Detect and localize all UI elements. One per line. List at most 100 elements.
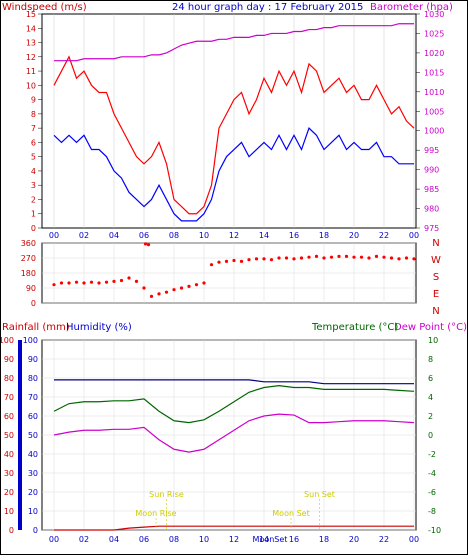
temperature-label: Temperature (°C) [311,322,398,333]
direction-point [382,255,386,259]
baro-tick-label: 1000 [424,127,444,136]
wind-x-tick-label: 06 [139,231,149,240]
direction-point [404,256,409,260]
wind-tick-label: 7 [31,124,36,133]
humidity-tick-label: 90 [28,355,38,364]
humidity-tick-label: 80 [28,374,38,383]
lower-series [53,379,415,531]
direction-point [247,258,251,262]
rain-tick-label: 70 [4,393,14,402]
rain-tick-label: 60 [4,412,14,421]
wind-x-tick-label: 22 [379,231,389,240]
astronomy-events: Sun Rise Sun Set Moon Rise Moon Set MoonSet [135,490,335,544]
wind-x-tick-label: 14 [259,231,269,240]
wind-plot-area [41,13,417,229]
lower-x-tick-label: 00 [49,535,59,544]
dewpoint-line [53,413,415,453]
direction-point [284,256,289,260]
direction-point [262,257,266,261]
baro-tick-label: 1005 [424,107,444,116]
lower-x-tick-label: 18 [319,535,329,544]
rain-tick-label: 20 [4,488,14,497]
moon-rise-label: Moon Rise [135,509,176,518]
direction-left-axis: 360 270 180 90 0 [21,239,36,308]
lower-x-tick-label: 16 [289,535,299,544]
rain-tick-label: 40 [4,450,14,459]
direction-point [52,283,56,287]
direction-point [232,258,236,263]
lower-x-tick-label: 00 [409,535,419,544]
moon-set-label: Moon Set [272,509,309,518]
direction-tick-label: 360 [21,239,36,248]
wind-panel: Windspeed (m/s) 24 hour graph day : 17 F… [2,2,453,240]
rain-tick-label: 50 [4,431,14,440]
barometer-label: Barometer (hpa) [370,2,453,13]
direction-point [367,256,371,260]
barometer-line [54,23,414,62]
graph-title: 24 hour graph day : 17 February 2015 [172,2,363,13]
direction-point [149,294,154,298]
wind-x-tick-label: 00 [49,231,59,240]
direction-point [209,263,214,267]
wind-tick-label: 11 [26,67,36,76]
compass-letter: N [432,238,439,249]
wind-tick-label: 15 [26,10,36,19]
lower-panel: Rainfall (mm) Humidity (%) Temperature (… [0,322,467,544]
sun-set-label: Sun Set [304,490,335,499]
temp-tick-label: 0 [428,431,433,440]
direction-outlier-point [146,243,151,247]
humidity-tick-label: 60 [28,412,38,421]
direction-point [412,257,416,261]
wind-tick-label: 0 [31,224,36,233]
wind-speed-line [53,127,414,222]
moonset-axis-label: MoonSet [253,535,288,544]
compass-letter: S [433,272,439,283]
direction-point [157,292,161,296]
rain-tick-label: 10 [4,507,14,516]
wind-tick-label: 12 [26,53,36,62]
temp-tick-label: -6 [428,488,436,497]
dewpoint-label: Dew Point (°C) [394,322,467,333]
humidity-axis-bar [18,340,22,530]
direction-point [269,258,274,262]
direction-point [374,254,379,258]
baro-tick-label: 1025 [424,29,444,38]
lower-right-axis: -10 -8 -6 -4 -2 0 2 4 6 8 10 [428,336,441,535]
humidity-tick-label: 0 [33,526,38,535]
rain-tick-label: 30 [4,469,14,478]
lower-x-axis: 00 02 04 06 08 10 12 14 16 18 20 22 00 [49,535,419,544]
baro-tick-label: 1020 [424,49,444,58]
temp-tick-label: -8 [428,507,436,516]
direction-point [389,256,394,260]
direction-tick-label: 90 [26,284,36,293]
temp-tick-label: 6 [428,374,433,383]
humidity-line [54,379,414,385]
wind-x-tick-label: 16 [289,231,299,240]
humidity-tick-label: 20 [28,488,38,497]
lower-x-tick-label: 10 [199,535,209,544]
direction-point [164,290,169,294]
direction-point [337,254,341,258]
wind-tick-label: 5 [31,153,36,162]
temp-tick-label: 8 [428,355,433,364]
lower-x-tick-label: 08 [169,535,179,544]
direction-point [59,281,64,285]
wind-x-tick-label: 12 [229,231,239,240]
direction-tick-label: 0 [31,299,36,308]
direction-point [314,254,319,258]
temp-tick-label: 2 [428,412,433,421]
humidity-tick-label: 10 [28,507,38,516]
direction-point [134,279,139,283]
baro-tick-label: 1030 [424,10,444,19]
wind-tick-label: 9 [31,96,36,105]
humidity-tick-label: 30 [28,469,38,478]
direction-point [82,281,86,285]
wind-x-tick-label: 18 [319,231,329,240]
temp-tick-label: 10 [428,336,438,345]
wind-tick-label: 10 [26,81,36,90]
direction-point [187,284,191,288]
